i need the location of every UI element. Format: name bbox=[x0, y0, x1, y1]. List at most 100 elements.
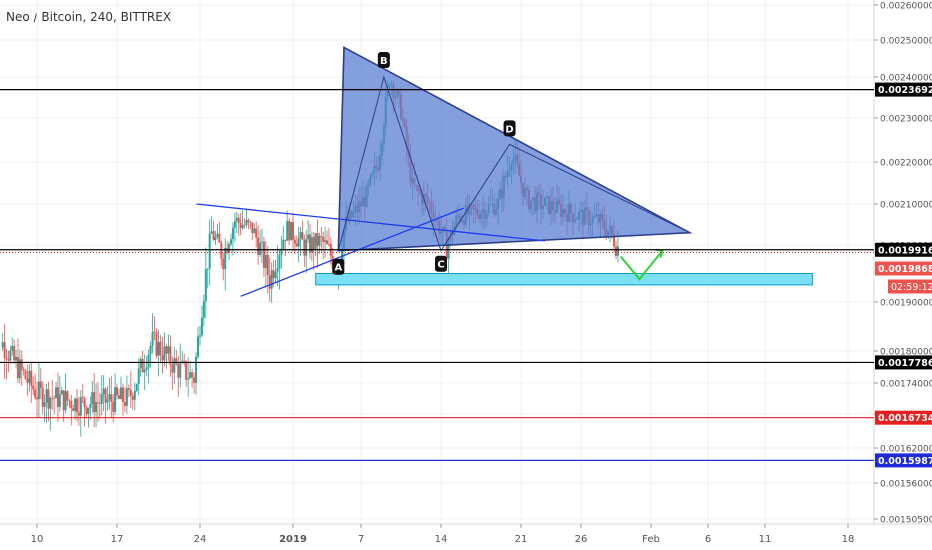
candle-body bbox=[259, 242, 262, 255]
abcd-zigzag bbox=[337, 75, 690, 252]
level-price-tag bbox=[875, 453, 932, 468]
candle-body bbox=[91, 392, 94, 405]
candle-body bbox=[212, 231, 215, 241]
current-price-label: 0.00198686 bbox=[878, 264, 932, 275]
descending-trendline[interactable] bbox=[196, 203, 546, 242]
candle-body bbox=[93, 392, 96, 413]
candle-body bbox=[102, 388, 105, 395]
candle-body bbox=[214, 236, 217, 241]
pattern-point-c-badge bbox=[435, 255, 447, 272]
candle-body bbox=[206, 268, 209, 270]
y-tick-label: 0.00240000 bbox=[880, 74, 932, 84]
candle-body bbox=[133, 390, 136, 400]
candle-body bbox=[53, 397, 56, 399]
triangle-pattern[interactable] bbox=[337, 46, 693, 252]
ascending-trendline[interactable] bbox=[240, 207, 465, 297]
candle-body bbox=[251, 222, 254, 234]
candle-body bbox=[167, 346, 170, 354]
candle-body bbox=[47, 389, 50, 409]
candle-body bbox=[163, 346, 166, 361]
candle-body bbox=[119, 387, 122, 399]
candle-body bbox=[197, 336, 200, 357]
candle-body bbox=[231, 227, 234, 240]
candle-body bbox=[145, 367, 148, 370]
time-axis: 10 17 24 2019 7 14 21 26 Feb 6 11 18 bbox=[0, 523, 932, 545]
candle-body bbox=[96, 402, 99, 404]
candle-body bbox=[3, 342, 6, 359]
arrow-head-down bbox=[633, 271, 646, 281]
candle-body bbox=[324, 240, 327, 242]
candle-body bbox=[26, 378, 29, 383]
pattern-point-c: C bbox=[437, 260, 444, 271]
pattern-point-a: A bbox=[334, 263, 342, 274]
candle-body bbox=[125, 388, 128, 406]
candle-body bbox=[295, 243, 298, 247]
candle-body bbox=[18, 359, 21, 379]
candle-body bbox=[226, 247, 229, 253]
candle-body bbox=[272, 270, 275, 279]
candle-body bbox=[85, 407, 88, 415]
level-price-label: 0.00167347 bbox=[878, 413, 932, 424]
candle-body bbox=[129, 389, 132, 396]
candle-body bbox=[233, 221, 236, 228]
candle-body bbox=[70, 400, 73, 409]
candle-body bbox=[165, 346, 168, 354]
y-tick-label: 0.00260000 bbox=[880, 2, 932, 12]
candle-body bbox=[117, 395, 120, 399]
y-tick-label: 0.00162000 bbox=[880, 445, 932, 455]
candle-body bbox=[326, 240, 328, 244]
candle-body bbox=[185, 361, 188, 380]
candle-body bbox=[83, 398, 86, 408]
candle-body bbox=[153, 331, 156, 333]
candle-body bbox=[243, 224, 246, 226]
candle-body bbox=[199, 335, 201, 337]
x-tick-label: 11 bbox=[759, 534, 772, 545]
candle-body bbox=[34, 389, 37, 398]
candle-body bbox=[56, 387, 59, 407]
pattern-point-d: D bbox=[505, 124, 513, 135]
y-tick-label: 0.00230000 bbox=[880, 115, 932, 125]
level-price-label: 0.00236928 bbox=[878, 85, 932, 96]
candle-body bbox=[210, 231, 213, 234]
candle-body bbox=[66, 391, 69, 401]
level-price-label: 0.00199161 bbox=[878, 245, 932, 256]
candle-body bbox=[32, 385, 35, 390]
candle-body bbox=[11, 346, 14, 351]
x-tick-label: 18 bbox=[842, 534, 855, 545]
candle-body bbox=[327, 243, 330, 245]
candle-body bbox=[151, 331, 154, 346]
candle-body bbox=[127, 388, 130, 390]
candle-body bbox=[58, 394, 61, 407]
candle-body bbox=[282, 239, 285, 249]
candle-body bbox=[280, 248, 283, 255]
candle-body bbox=[137, 368, 140, 384]
x-tick-label: Feb bbox=[642, 534, 660, 545]
candle-body bbox=[230, 239, 232, 245]
candle-body bbox=[135, 383, 138, 391]
level-price-label: 0.00159877 bbox=[878, 456, 932, 467]
candle-body bbox=[147, 354, 150, 368]
countdown-label: 02:59:12 bbox=[891, 282, 932, 293]
current-price-tag bbox=[875, 261, 932, 276]
candle-body bbox=[159, 341, 162, 356]
candle-body bbox=[307, 234, 310, 240]
candle-body bbox=[312, 237, 315, 249]
candle-body bbox=[216, 233, 219, 237]
candle-body bbox=[204, 269, 207, 302]
x-tick-label: 17 bbox=[111, 534, 124, 545]
countdown-tag bbox=[888, 279, 932, 294]
candle-body bbox=[615, 246, 617, 256]
x-tick-label: 7 bbox=[358, 534, 364, 545]
candle-body bbox=[139, 358, 142, 369]
candle-body bbox=[189, 372, 192, 379]
candle-body bbox=[1, 342, 4, 348]
support-zone[interactable] bbox=[315, 273, 813, 286]
candle-body bbox=[314, 233, 317, 249]
candle-body bbox=[218, 233, 221, 243]
candle-body bbox=[264, 254, 267, 268]
y-tick-label: 0.00180000 bbox=[880, 348, 932, 358]
candle-body bbox=[261, 241, 263, 243]
y-tick-label: 0.00220000 bbox=[880, 159, 932, 169]
